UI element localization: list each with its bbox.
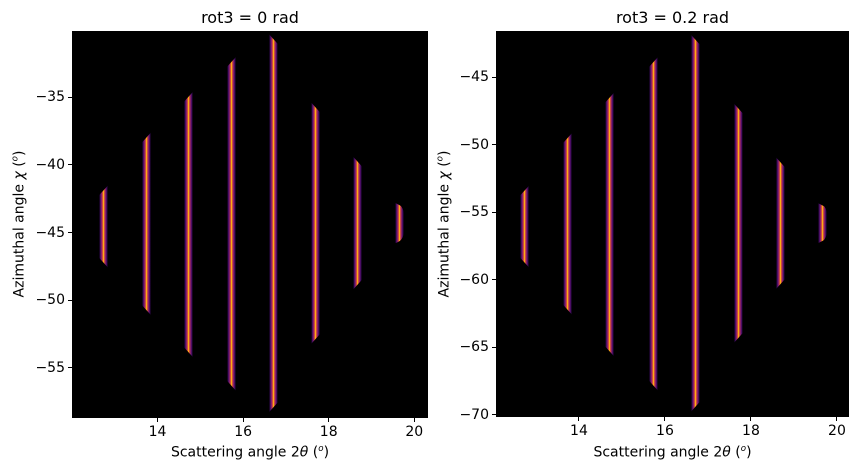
chi-symbol: χ [436, 171, 453, 180]
y-tick-mark [492, 414, 496, 416]
x-tick-mark [328, 418, 330, 422]
diffraction-ring-segment [776, 157, 785, 289]
x-tick-mark [157, 418, 159, 422]
diffraction-ring-segment [649, 57, 658, 390]
x-tick-label: 14 [148, 424, 167, 440]
y-tick-label: −55 [35, 359, 65, 376]
x-tick-mark [750, 417, 752, 421]
diffraction-ring-segment [142, 132, 151, 315]
degree-superscript: o [435, 156, 446, 162]
diffraction-ring-segment [395, 203, 404, 244]
x-tick-mark [578, 417, 580, 421]
diffraction-ring-segment [734, 103, 743, 343]
diffraction-ring-segment [605, 92, 614, 357]
y-tick-label: −65 [459, 339, 489, 356]
axes-area [496, 31, 849, 417]
ylabel-text: ( [436, 161, 453, 172]
y-tick-mark [492, 76, 496, 78]
y-tick-mark [68, 299, 72, 301]
y-tick-mark [68, 96, 72, 98]
xlabel-text: ) [746, 444, 752, 461]
diffraction-ring-segment [563, 133, 572, 315]
x-tick-label: 20 [405, 424, 424, 440]
x-tick-label: 14 [570, 423, 588, 439]
diffraction-ring-segment [311, 103, 320, 344]
y-tick-label: −70 [459, 406, 489, 423]
y-tick-label: −40 [35, 156, 65, 173]
diffraction-ring-segment [353, 157, 362, 290]
xlabel-text: ( [308, 444, 319, 461]
y-tick-mark [492, 279, 496, 281]
y-tick-mark [68, 164, 72, 166]
y-tick-mark [492, 346, 496, 348]
x-tick-label: 20 [828, 423, 846, 439]
plot-title: rot3 = 0.2 rad [615, 8, 730, 27]
y-tick-mark [492, 211, 496, 213]
y-tick-label: −50 [35, 292, 65, 309]
x-tick-mark [242, 418, 244, 422]
diffraction-ring-segment [818, 203, 827, 243]
diffraction-ring-segment [227, 57, 236, 391]
y-tick-label: −50 [459, 136, 489, 153]
plot-title: rot3 = 0 rad [201, 8, 299, 27]
xlabel-text: ( [730, 444, 741, 461]
y-tick-label: −35 [35, 89, 65, 106]
x-tick-mark [836, 417, 838, 421]
y-tick-label: −55 [459, 204, 489, 221]
diffraction-ring-segment [99, 185, 108, 268]
theta-symbol: θ [299, 444, 309, 461]
x-tick-label: 16 [656, 423, 674, 439]
theta-symbol: θ [722, 444, 731, 461]
x-tick-label: 16 [234, 424, 253, 440]
diffraction-ring-segment [184, 92, 193, 357]
degree-superscript: o [740, 444, 747, 454]
diffraction-ring-segment [691, 34, 700, 412]
xlabel-text: Scattering angle 2 [593, 444, 723, 461]
x-axis-label: Scattering angle 2θ (o) [496, 444, 849, 461]
axes-area [72, 31, 428, 418]
x-tick-label: 18 [742, 423, 760, 439]
x-tick-label: 18 [319, 424, 338, 440]
diffraction-ring-segment [269, 34, 278, 413]
x-tick-mark [664, 417, 666, 421]
xlabel-text: ) [323, 444, 330, 461]
diffraction-ring-segment [520, 185, 529, 267]
xlabel-text: Scattering angle 2 [170, 444, 300, 461]
y-tick-mark [68, 232, 72, 234]
y-tick-label: −45 [459, 69, 489, 86]
x-axis-label: Scattering angle 2θ (o) [72, 444, 428, 461]
y-tick-mark [68, 367, 72, 369]
y-tick-label: −45 [35, 224, 65, 241]
y-tick-mark [492, 144, 496, 146]
x-tick-mark [413, 418, 415, 422]
degree-superscript: o [318, 444, 324, 454]
y-tick-label: −60 [459, 271, 489, 288]
